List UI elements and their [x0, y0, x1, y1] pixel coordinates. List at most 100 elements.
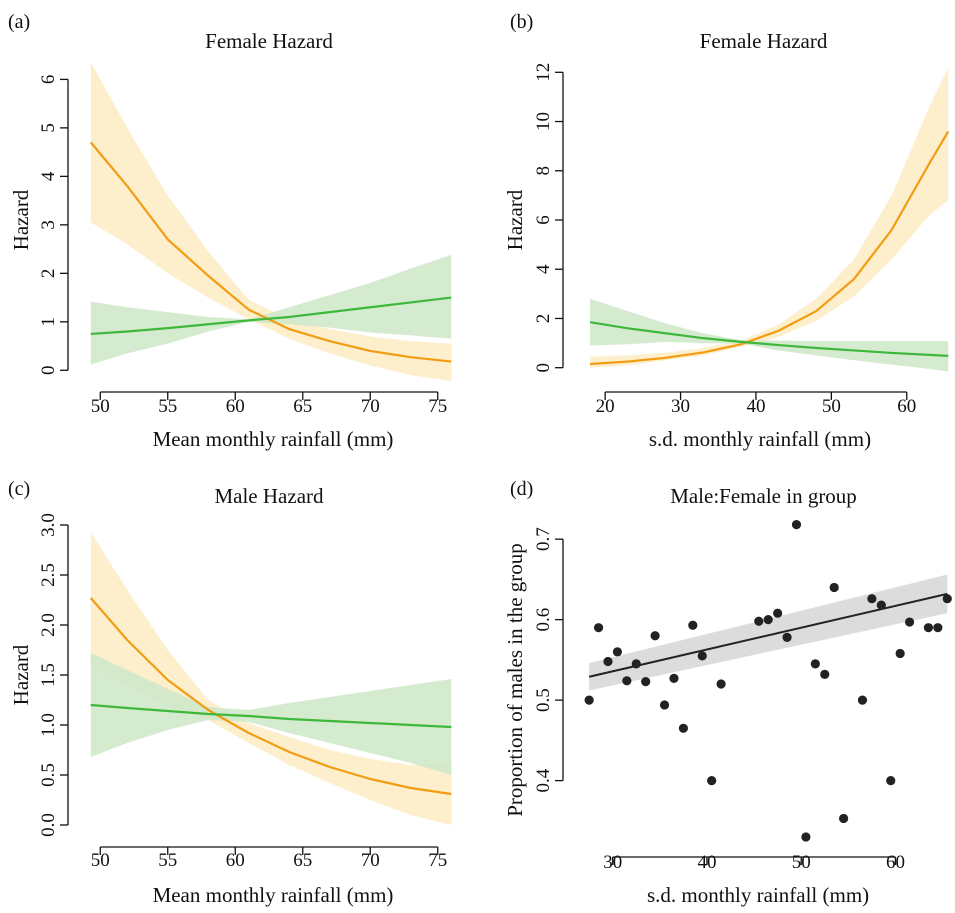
x-tick-label: 65	[293, 396, 312, 417]
data-point	[650, 631, 660, 641]
x-tick-label: 60	[886, 852, 905, 873]
x-axis-title: s.d. monthly rainfall (mm)	[649, 427, 871, 451]
scatter-points	[584, 520, 952, 842]
data-point	[584, 695, 594, 705]
x-tick-label: 75	[428, 850, 447, 871]
y-axis-title: Hazard	[9, 189, 33, 250]
x-tick-label: 60	[897, 396, 916, 417]
confidence-bands	[589, 574, 948, 691]
y-tick-label: 2.0	[38, 613, 59, 637]
data-point	[895, 648, 905, 659]
confidence-bands	[590, 67, 949, 372]
panel-label: (a)	[8, 11, 30, 33]
y-tick-label: 3	[38, 220, 59, 230]
y-tick-label: 0.4	[533, 768, 554, 792]
data-point	[876, 600, 886, 610]
green-series-line	[90, 703, 452, 729]
y-tick-label: 2	[533, 314, 554, 324]
data-point	[659, 700, 670, 710]
data-point	[593, 623, 604, 633]
x-axis-title: Mean monthly rainfall (mm)	[153, 427, 394, 451]
green-series-line	[90, 296, 452, 336]
data-point	[697, 651, 707, 661]
y-tick-label: 0	[533, 363, 554, 373]
green-confidence-band	[590, 298, 949, 372]
y-tick-label: 12	[533, 63, 554, 82]
y-tick-label: 1.5	[38, 663, 59, 687]
data-point	[867, 594, 877, 604]
y-tick-label: 0.7	[533, 527, 554, 551]
x-tick-label: 55	[158, 850, 177, 871]
y-tick-label: 8	[533, 166, 554, 176]
data-point	[820, 669, 830, 679]
data-point	[603, 656, 613, 667]
orange-series-line	[590, 130, 950, 366]
data-point	[801, 832, 811, 842]
x-tick-label: 70	[361, 850, 380, 871]
x-tick-label: 40	[746, 396, 765, 417]
panel-b: (b) Female Hazard 20 30 40 50 60 0 2 4 6 8 10 12 s.d. …	[503, 11, 950, 451]
chart-title: Female Hazard	[700, 29, 828, 53]
x-tick-label: 70	[361, 396, 380, 417]
x-tick-label: 60	[226, 850, 245, 871]
data-point	[763, 615, 773, 625]
x-tick-label: 20	[596, 396, 615, 417]
panel-c: (c) Male Hazard 50 55 60 65 70 75 0.0 0.5 1.0 1.5 2.…	[8, 478, 452, 907]
y-tick-label: 2	[38, 269, 59, 279]
y-axis-title: Hazard	[503, 189, 527, 250]
y-tick-label: 0.6	[533, 608, 554, 632]
data-point	[933, 623, 943, 633]
x-tick-label: 50	[91, 850, 110, 871]
data-point	[886, 776, 896, 786]
y-tick-label: 0.5	[533, 688, 554, 712]
fit-confidence-band	[589, 574, 948, 691]
panel-label: (b)	[510, 11, 533, 33]
x-tick-label: 60	[226, 396, 245, 417]
orange-confidence-band	[90, 532, 452, 825]
y-axis-title: Proportion of males in the group	[503, 543, 527, 817]
y-tick-label: 3.0	[38, 513, 59, 537]
y-tick-label: 5	[38, 123, 59, 133]
series-lines	[588, 592, 948, 678]
data-point	[716, 679, 726, 689]
y-tick-label: 0.5	[38, 763, 59, 787]
green-confidence-band	[90, 653, 452, 775]
panel-label: (d)	[510, 478, 533, 500]
confidence-bands	[90, 62, 452, 381]
panel-a: (a) Female Hazard 50 55 60 65 70 75 0 1 2 3 4 5 6 Mean …	[8, 11, 452, 451]
data-point	[782, 632, 792, 642]
series-lines	[89, 141, 452, 363]
x-axis-title: s.d. monthly rainfall (mm)	[647, 883, 869, 907]
green-confidence-band	[90, 254, 452, 365]
data-point	[773, 608, 783, 618]
data-point	[904, 617, 915, 627]
data-point	[754, 616, 764, 626]
x-tick-label: 55	[158, 396, 177, 417]
x-tick-label: 50	[792, 852, 811, 873]
data-point	[839, 813, 849, 824]
x-tick-label: 40	[697, 852, 716, 873]
confidence-bands	[90, 532, 452, 825]
data-point	[622, 676, 632, 686]
chart-title: Male Hazard	[214, 484, 324, 508]
panel-label: (c)	[8, 478, 30, 500]
green-series-line	[589, 321, 949, 357]
data-point	[707, 776, 717, 786]
y-tick-label: 4	[533, 264, 554, 274]
data-point	[857, 695, 868, 705]
data-point	[923, 623, 934, 633]
x-tick-label: 75	[428, 396, 447, 417]
y-tick-label: 0.0	[38, 813, 59, 837]
data-point	[631, 659, 641, 669]
data-point	[810, 659, 820, 669]
chart-title: Female Hazard	[205, 29, 333, 53]
x-tick-label: 65	[293, 850, 312, 871]
y-axis-title: Hazard	[9, 644, 33, 705]
x-tick-label: 30	[603, 852, 622, 873]
y-tick-label: 6	[533, 215, 554, 225]
x-tick-label: 30	[671, 396, 690, 417]
x-tick-label: 50	[91, 396, 110, 417]
data-point	[641, 677, 651, 687]
data-point	[829, 582, 839, 593]
data-point	[688, 620, 698, 630]
